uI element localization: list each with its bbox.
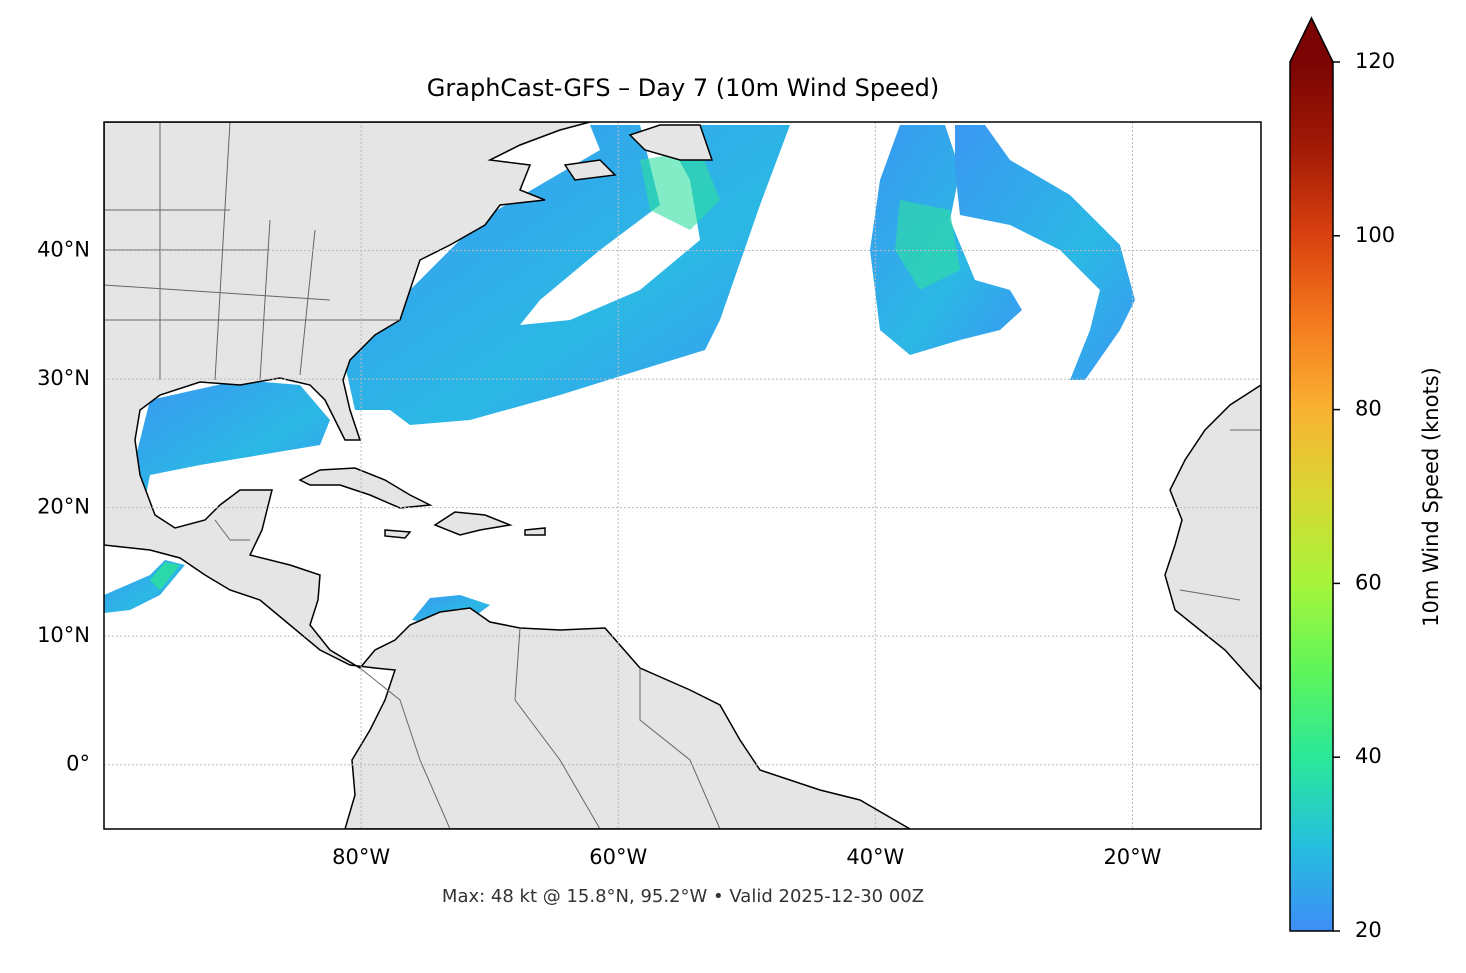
x-tick-label: 80°W [332,845,390,869]
land-cuba [298,467,433,509]
y-tick-label: 20°N [37,495,90,519]
colorbar-frame [1289,16,1334,932]
colorbar-tick-label: 60 [1355,570,1382,594]
map-body [104,122,1261,829]
land-hispaniola [384,511,546,539]
colorbar-tick-label: 80 [1355,397,1382,421]
x-tick-label: 60°W [589,845,647,869]
footer-note: Max: 48 kt @ 15.8°N, 95.2°W • Valid 2025… [442,886,924,907]
colorbar-label: 10m Wind Speed (knots) [1419,367,1443,627]
colorbar-tick-label: 120 [1355,49,1395,73]
x-tick-label: 20°W [1103,845,1161,869]
y-tick-label: 10°N [37,623,90,647]
colorbar [1290,62,1333,931]
colorbar-tick-label: 20 [1355,918,1382,942]
chart-title: GraphCast-GFS – Day 7 (10m Wind Speed) [427,74,939,102]
grid [104,122,1261,829]
colorbar-tick-label: 100 [1355,223,1395,247]
colorbar-tick-label: 40 [1355,744,1382,768]
land-newfoundland [563,124,714,181]
y-tick-label: 0° [66,752,90,776]
map-frame [103,121,1262,830]
y-tick-label: 40°N [37,238,90,262]
x-tick-label: 40°W [846,845,904,869]
y-tick-label: 30°N [37,366,90,390]
land-africa [1164,384,1261,692]
colorbar-extend [1290,18,1333,62]
